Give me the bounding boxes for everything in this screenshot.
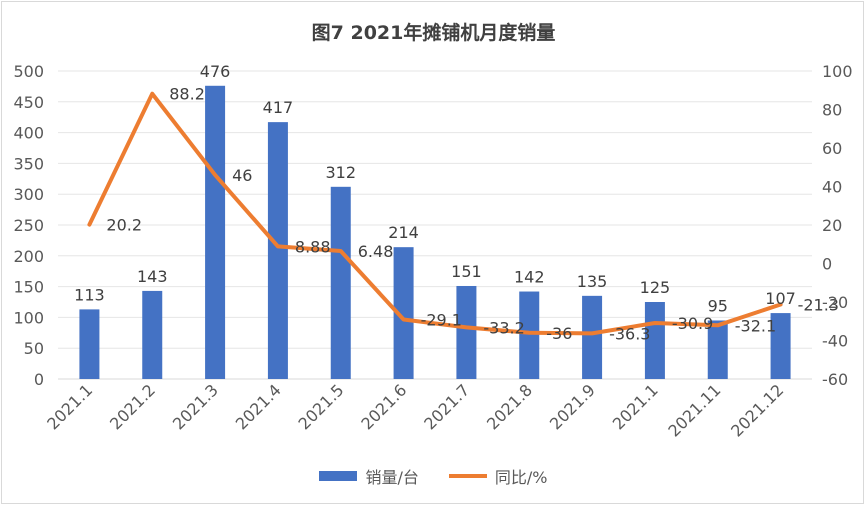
- y-tick-right: -40: [822, 332, 848, 351]
- legend-label-sales: 销量/台: [365, 468, 419, 487]
- bar: [519, 291, 540, 379]
- y-tick-left: 50: [24, 339, 44, 358]
- bar-value-label: 125: [640, 278, 671, 297]
- line-value-label: -36: [546, 324, 572, 343]
- y-tick-right: -60: [822, 370, 848, 389]
- x-tick: 2021.8: [483, 380, 536, 433]
- line-value-label: -33.2: [483, 318, 524, 337]
- x-tick: 2021.6: [357, 380, 410, 433]
- x-tick: 2021.11: [664, 380, 724, 440]
- bar-value-label: 214: [388, 223, 419, 242]
- x-tick: 2021.9: [546, 380, 599, 433]
- legend-item-sales: 销量/台: [319, 464, 419, 488]
- line-value-label: -30.9: [672, 314, 713, 333]
- y-tick-right: 60: [822, 139, 842, 158]
- line-value-label: 46: [232, 166, 252, 185]
- y-tick-right: 100: [822, 62, 853, 81]
- y-tick-right: 80: [822, 101, 842, 120]
- x-tick: 2021.1: [43, 380, 96, 433]
- bar-value-label: 135: [577, 272, 608, 291]
- bar-series: [79, 85, 791, 380]
- bar: [456, 285, 477, 379]
- bar: [142, 290, 163, 379]
- data-labels: 113 143 476 417 312 214 151 142 135 125 95 107 20.2 8…: [74, 62, 839, 344]
- line-value-label: 8.88: [295, 237, 331, 256]
- x-tick: 2021.12: [727, 380, 787, 440]
- bar: [770, 313, 791, 379]
- y-tick-right: 0: [822, 255, 832, 274]
- y-tick-left: 300: [13, 185, 44, 204]
- x-tick: 2021.4: [232, 380, 285, 433]
- x-tick: 2021.2: [106, 380, 159, 433]
- legend-item-yoy: 同比/%: [448, 464, 548, 488]
- line-value-label: 20.2: [106, 216, 142, 235]
- y-tick-right: -20: [822, 293, 848, 312]
- bar-value-label: 417: [263, 98, 294, 117]
- x-tick: 2021.7: [420, 380, 473, 433]
- legend-swatch-line: [448, 474, 487, 478]
- y-tick-left: 200: [13, 247, 44, 266]
- y-tick-right: 20: [822, 216, 842, 235]
- bar-value-label: 142: [514, 268, 545, 287]
- bar-value-label: 312: [325, 163, 356, 182]
- x-tick: 2021.1: [609, 380, 662, 433]
- line-value-label: 6.48: [358, 242, 394, 261]
- bar-value-label: 95: [708, 296, 728, 315]
- bar: [393, 247, 414, 379]
- bar-value-label: 476: [200, 62, 231, 81]
- line-value-label: -32.1: [735, 316, 776, 335]
- bar: [707, 320, 728, 379]
- y-tick-left: 400: [13, 124, 44, 143]
- y-tick-left: 450: [13, 93, 44, 112]
- bar-value-label: 107: [765, 289, 796, 308]
- bar: [267, 122, 288, 380]
- legend-label-yoy: 同比/%: [494, 468, 548, 487]
- chart-title: 图7 2021年摊铺机月度销量: [311, 22, 556, 44]
- gridlines: [58, 70, 812, 380]
- y-tick-left: 100: [13, 308, 44, 327]
- bar: [582, 295, 603, 379]
- y-tick-left: 500: [13, 62, 44, 81]
- bar: [330, 186, 351, 379]
- bar-value-label: 151: [451, 262, 482, 281]
- y-tick-left: 250: [13, 216, 44, 235]
- line-path: [87, 91, 783, 336]
- bar-value-label: 143: [137, 267, 168, 286]
- line-value-label: 88.2: [169, 85, 205, 104]
- line-series: [87, 91, 783, 336]
- legend: 销量/台 同比/%: [0, 464, 867, 488]
- y-tick-left: 350: [13, 154, 44, 173]
- legend-swatch-bar: [319, 471, 358, 481]
- x-tick: 2021.3: [169, 380, 222, 433]
- line-value-label: -29.1: [421, 311, 462, 330]
- y-tick-left: 150: [13, 278, 44, 297]
- line-value-label: -21.3: [798, 296, 839, 315]
- y-tick-right: 40: [822, 178, 842, 197]
- bar-value-label: 113: [74, 285, 105, 304]
- y-tick-left: 0: [34, 370, 44, 389]
- bar: [205, 85, 226, 379]
- x-tick: 2021.5: [295, 380, 348, 433]
- line-value-label: -36.3: [609, 324, 650, 343]
- bar: [79, 309, 100, 379]
